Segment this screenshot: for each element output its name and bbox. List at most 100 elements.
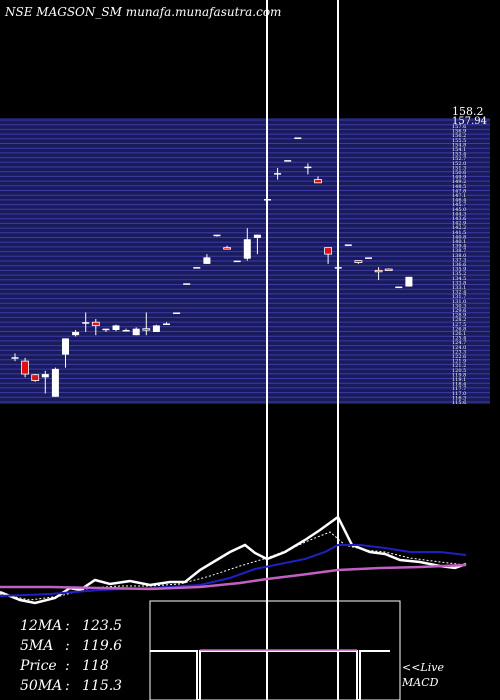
ma12-label: 12MA: [20, 618, 62, 634]
price-tick-label: 136.6: [452, 262, 466, 268]
price-tick-label: 146.4: [452, 198, 466, 204]
price-tick-label: 124.0: [452, 345, 466, 351]
candle-body: [122, 329, 130, 332]
candle: [253, 234, 261, 255]
candle-body: [253, 234, 261, 238]
price-tick-label: 118.4: [452, 382, 466, 388]
price-tick-label: 155.5: [452, 138, 466, 144]
candle-body: [72, 331, 80, 336]
candle-body: [193, 267, 201, 269]
ma50-value: 115.3: [82, 678, 122, 694]
candle-body: [365, 257, 372, 259]
stats-panel: 12MA:123.5 5MA:119.6 Price:118 50MA:115.…: [19, 618, 122, 694]
price-tick-label: 128.9: [452, 313, 466, 319]
candle: [152, 324, 160, 332]
price-line: [0, 515, 467, 605]
price-tick-label: 126.8: [452, 326, 466, 332]
candle: [213, 234, 221, 237]
price-tick-label: 121.2: [452, 363, 466, 369]
moving-average-lines: [0, 515, 467, 605]
svg-text:5MA:119.6: 5MA:119.6: [20, 638, 122, 654]
price-tick-label: 140.1: [452, 239, 466, 245]
candle: [354, 260, 363, 264]
price-label: Price: [19, 658, 57, 674]
candle: [274, 167, 282, 180]
candle-body: [223, 247, 232, 250]
candle: [142, 312, 151, 336]
candle-body: [233, 260, 241, 263]
price-tick-label: 152.7: [452, 156, 466, 162]
candle-body: [142, 328, 151, 331]
price-tick-label: 151.3: [452, 165, 466, 171]
price-tick-label: 130.3: [452, 303, 466, 309]
macd-signal-line: [150, 650, 390, 700]
candle: [62, 338, 69, 368]
ma50-label: 50MA: [20, 678, 62, 694]
price-top-label: 158.2: [452, 105, 484, 118]
price-tick-label: 157.6: [452, 124, 466, 130]
price-tick-label: 138.0: [452, 253, 466, 259]
candle-body: [203, 257, 211, 264]
candle: [112, 324, 120, 332]
candle: [243, 228, 251, 261]
ma5-value: 119.6: [82, 638, 122, 654]
candle-body: [374, 269, 383, 273]
macd-panel: <<Live MACD: [149, 600, 444, 700]
price-tick-label: 115.6: [452, 400, 466, 406]
candle: [304, 163, 312, 175]
candle: [405, 276, 413, 287]
price-tick-label: 123.3: [452, 349, 466, 355]
price-top-label-secondary: 157.94: [452, 116, 487, 127]
price-tick-label: 147.8: [452, 188, 466, 194]
price-tick-label: 124.7: [452, 340, 466, 346]
candle: [395, 286, 403, 289]
price-tick-label: 154.8: [452, 142, 466, 148]
ma12-value: 123.5: [82, 618, 122, 634]
candle: [72, 329, 80, 337]
candle: [183, 283, 191, 285]
price-tick-label: 138.7: [452, 248, 466, 254]
candle-body: [173, 312, 181, 314]
price-tick-label: 153.4: [452, 152, 466, 158]
price-tick-label: 150.6: [452, 170, 466, 176]
price-tick-label: 145.7: [452, 202, 466, 208]
candle-body: [102, 328, 110, 331]
price-tick-label: 126.1: [452, 331, 466, 337]
candle-body: [304, 166, 312, 169]
svg-text:12MA:123.5: 12MA:123.5: [20, 618, 122, 634]
ma5-line: [0, 531, 467, 601]
candle-body: [314, 179, 322, 184]
price-tick-label: 127.5: [452, 322, 466, 328]
price-tick-label: 142.2: [452, 225, 466, 231]
price-tick-label: 133.1: [452, 285, 466, 291]
price-tick-label: 122.6: [452, 354, 466, 360]
price-tick-label: 139.4: [452, 244, 466, 250]
price-tick-label: 117.7: [452, 386, 466, 392]
price-band: [0, 118, 490, 404]
candle-body: [31, 374, 40, 381]
candle: [41, 370, 49, 394]
svg-text:50MA:115.3: 50MA:115.3: [20, 678, 122, 694]
price-tick-label: 133.8: [452, 280, 466, 286]
price-tick-label: 156.2: [452, 133, 466, 139]
candle: [122, 328, 130, 332]
candle: [102, 328, 110, 332]
candle-body: [82, 322, 90, 324]
chart-title: NSE MAGSON_SM munafa.munafasutra.com: [4, 5, 281, 19]
candle: [51, 367, 59, 397]
price-tick-label: 120.5: [452, 368, 466, 374]
candle: [384, 268, 393, 271]
candle: [284, 160, 292, 162]
candle-body: [11, 357, 19, 359]
candle: [314, 176, 322, 184]
price-tick-label: 131.7: [452, 294, 466, 300]
price-tick-label: 135.9: [452, 267, 466, 273]
candle: [132, 327, 140, 336]
price-tick-label: 141.5: [452, 230, 466, 236]
candle-body: [213, 234, 221, 237]
candle-body: [41, 374, 49, 378]
candle: [365, 257, 372, 259]
candle: [82, 312, 90, 332]
candle-body: [91, 321, 100, 326]
